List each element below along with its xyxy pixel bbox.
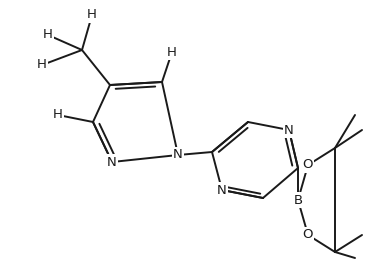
Text: N: N xyxy=(173,149,183,162)
Text: H: H xyxy=(87,9,97,21)
Text: O: O xyxy=(303,228,313,241)
Text: O: O xyxy=(303,158,313,171)
Text: B: B xyxy=(294,193,302,206)
Text: H: H xyxy=(53,109,63,122)
Text: H: H xyxy=(37,58,47,72)
Text: N: N xyxy=(284,123,294,137)
Text: N: N xyxy=(107,156,117,169)
Text: N: N xyxy=(217,183,227,197)
Text: H: H xyxy=(167,45,177,58)
Text: H: H xyxy=(43,28,53,41)
